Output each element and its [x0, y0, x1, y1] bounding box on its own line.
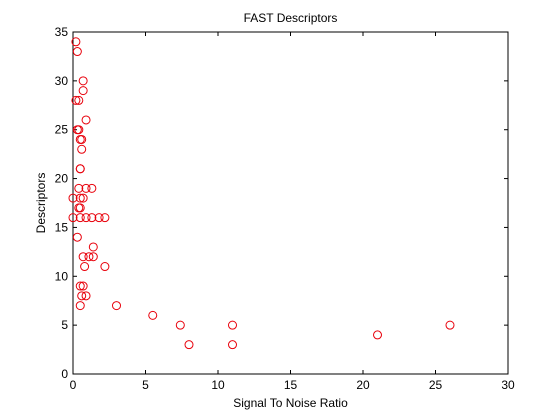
data-point: [88, 242, 98, 252]
data-point: [75, 164, 85, 174]
data-point: [72, 232, 82, 242]
data-point: [71, 37, 81, 47]
data-point: [100, 262, 110, 272]
data-point: [77, 291, 87, 301]
y-tick-label: 20: [55, 172, 69, 186]
data-point: [77, 134, 87, 144]
data-point: [74, 95, 84, 105]
data-point: [77, 144, 87, 154]
y-tick-label: 25: [55, 123, 69, 137]
data-point: [81, 291, 91, 301]
data-point: [74, 125, 84, 135]
y-tick-label: 30: [55, 74, 69, 88]
x-tick-label: 30: [501, 378, 515, 392]
data-point: [78, 193, 88, 203]
y-tick-label: 15: [55, 220, 69, 234]
y-axis-title: Descriptors: [34, 173, 48, 234]
data-point: [81, 115, 91, 125]
data-point: [87, 183, 97, 193]
x-tick-label: 20: [356, 378, 370, 392]
data-point: [75, 193, 85, 203]
data-point: [94, 213, 104, 223]
data-point: [84, 252, 94, 262]
x-tick-label: 25: [429, 378, 443, 392]
data-point: [80, 262, 90, 272]
data-point: [100, 213, 110, 223]
plot-area: [72, 31, 509, 375]
data-point: [78, 76, 88, 86]
data-point: [71, 95, 81, 105]
y-tick-label: 10: [55, 269, 69, 283]
data-point: [75, 301, 85, 311]
axis-ticks: [72, 31, 509, 375]
data-point: [78, 281, 88, 291]
data-point: [87, 213, 97, 223]
data-point: [68, 213, 78, 223]
y-tick-label: 35: [55, 25, 69, 39]
data-point: [78, 252, 88, 262]
chart-title: FAST Descriptors: [244, 11, 338, 25]
data-point: [175, 320, 185, 330]
x-tick-label: 10: [211, 378, 225, 392]
y-tick-label: 5: [61, 318, 68, 332]
data-point: [75, 203, 85, 213]
data-point: [228, 320, 237, 330]
x-tick-label: 15: [284, 378, 298, 392]
y-tick-label: 0: [61, 367, 68, 381]
data-point: [75, 281, 85, 291]
data-point: [68, 193, 78, 203]
data-point: [78, 86, 88, 96]
data-point: [72, 47, 82, 57]
data-point: [88, 252, 98, 262]
data-point: [228, 340, 237, 350]
data-point: [373, 330, 382, 340]
data-points: [68, 37, 455, 350]
tick-labels: 0 5 10 15 20 25 30 0 5 10 15 20 25 30 35: [55, 25, 515, 392]
data-point: [445, 320, 455, 330]
data-point: [74, 183, 84, 193]
x-axis-title: Signal To Noise Ratio: [233, 396, 348, 410]
data-point: [81, 213, 91, 223]
data-point: [81, 183, 91, 193]
x-tick-label: 0: [70, 378, 77, 392]
data-point: [75, 213, 85, 223]
x-tick-label: 5: [142, 378, 149, 392]
data-point: [112, 301, 121, 311]
data-point: [184, 340, 194, 350]
data-point: [148, 310, 158, 320]
